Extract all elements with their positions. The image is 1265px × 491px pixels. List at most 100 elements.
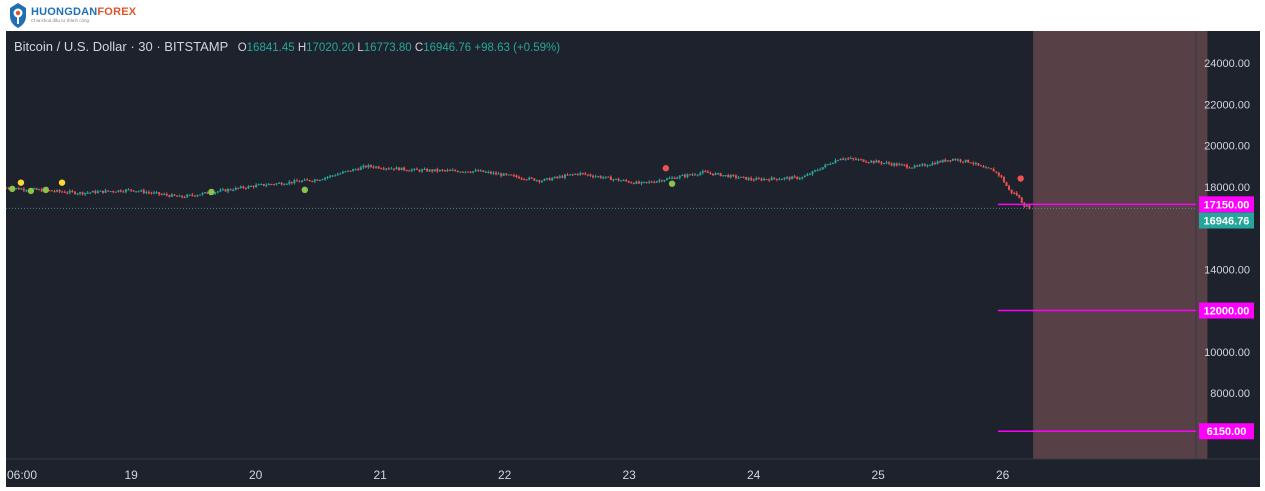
- candle-body: [780, 178, 783, 180]
- candle-body: [247, 186, 250, 189]
- candle-body: [535, 180, 538, 182]
- candle-body: [122, 191, 125, 193]
- candle-body: [913, 165, 916, 168]
- candle-body: [298, 181, 301, 183]
- candle-body: [911, 167, 914, 169]
- candle-body: [520, 178, 523, 180]
- candle-body: [803, 175, 806, 178]
- candle-body: [755, 178, 758, 181]
- candle-body: [860, 159, 863, 161]
- candle-body: [995, 171, 998, 173]
- candle-body: [316, 179, 319, 181]
- candle-body: [119, 190, 122, 192]
- candle-body: [831, 163, 834, 165]
- candle-body: [829, 163, 832, 165]
- candle-body: [852, 158, 855, 160]
- candle-body: [637, 181, 640, 184]
- signal-dot-green: [668, 180, 676, 187]
- candle-body: [778, 179, 781, 181]
- candle-body: [71, 190, 74, 192]
- candle-body: [814, 170, 817, 172]
- candle-body: [888, 162, 891, 164]
- candle-body: [216, 191, 219, 193]
- candle-body: [834, 160, 837, 164]
- candle-body: [224, 189, 227, 192]
- candle-body: [528, 177, 531, 180]
- candle-body: [137, 191, 140, 193]
- candle-body: [104, 190, 107, 193]
- candle-body: [538, 180, 541, 182]
- signal-dot-green: [42, 186, 50, 194]
- candle-body: [729, 174, 732, 178]
- candle-body: [173, 194, 176, 196]
- last-price-label: 16946.76: [1204, 216, 1250, 228]
- candle-body: [985, 167, 988, 169]
- logo-mark-icon: [10, 3, 26, 28]
- candle-body: [512, 175, 515, 177]
- candle-body: [232, 190, 235, 192]
- level-label: 17150.00: [1204, 199, 1250, 211]
- candle-body: [265, 185, 268, 187]
- candle-body: [183, 197, 186, 199]
- candle-body: [760, 178, 763, 181]
- candle-body: [33, 188, 36, 190]
- candle-body: [244, 187, 247, 189]
- candle-body: [882, 162, 885, 164]
- candle-body: [426, 169, 429, 172]
- candle-body: [992, 169, 995, 172]
- candle-body: [581, 173, 584, 175]
- candle-body: [551, 178, 554, 181]
- candle-body: [1015, 192, 1018, 196]
- candle-body: [724, 175, 727, 177]
- candle-body: [431, 169, 434, 172]
- candle-body: [870, 160, 873, 163]
- y-tick-label: 18000.00: [1204, 182, 1250, 194]
- open-label: O: [237, 42, 247, 54]
- high-label: H: [297, 42, 307, 54]
- candle-body: [826, 164, 829, 166]
- candle-body: [530, 177, 533, 179]
- candle-body: [140, 190, 143, 192]
- candle-body: [510, 174, 513, 176]
- logo-text: HUONGDANFOREX: [31, 7, 136, 18]
- candle-body: [816, 170, 819, 172]
- candle-body: [576, 173, 579, 175]
- candle-body: [865, 161, 868, 163]
- candle-body: [893, 163, 896, 166]
- y-tick-label: 8000.00: [1210, 388, 1250, 400]
- candle-body: [791, 176, 794, 180]
- price-chart[interactable]: Bitcoin / U.S. Dollar · 30 · BITSTAMP O1…: [6, 31, 1260, 487]
- candle-body: [934, 162, 937, 165]
- candle-body: [176, 195, 179, 197]
- candle-body: [390, 168, 393, 170]
- candle-body: [796, 176, 799, 179]
- candle-body: [683, 175, 686, 177]
- level-label: 6150.00: [1207, 426, 1247, 438]
- level-label-box: [1199, 196, 1254, 213]
- candle-body: [252, 186, 255, 188]
- top-bar: HUONGDANFOREX Chia khoá đầu tư thành côn…: [0, 0, 1265, 31]
- candle-body: [267, 184, 270, 186]
- candle-body: [546, 178, 549, 180]
- chart-canvas[interactable]: 8000.00 10000.00 14000.00 18000.00 20000.00 2…: [6, 31, 1260, 487]
- candle-body: [221, 189, 224, 191]
- y-tick-label: 14000.00: [1204, 264, 1250, 276]
- candle-body: [742, 176, 745, 178]
- candle-body: [844, 158, 847, 160]
- candle-body: [326, 176, 329, 178]
- candle-body: [354, 169, 357, 171]
- candle-body: [745, 176, 748, 180]
- candle-body: [972, 163, 975, 165]
- candle-body: [949, 160, 952, 162]
- candle-body: [163, 194, 166, 196]
- candle-body: [278, 182, 281, 184]
- candle-body: [68, 190, 71, 193]
- candle-body: [22, 188, 25, 191]
- brand-logo[interactable]: HUONGDANFOREX Chia khoá đầu tư thành côn…: [8, 2, 136, 29]
- candle-body: [6, 187, 7, 189]
- candle-body: [918, 164, 921, 166]
- candle-body: [842, 158, 845, 160]
- candle-body: [732, 174, 735, 176]
- candle-body: [334, 175, 337, 177]
- candle-body: [303, 179, 306, 181]
